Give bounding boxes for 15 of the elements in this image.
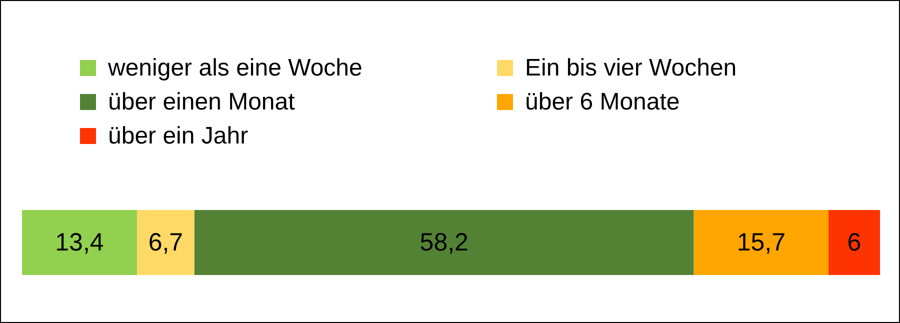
legend-label: Ein bis vier Wochen [525, 54, 737, 82]
legend-label: über 6 Monate [525, 88, 680, 116]
bar [22, 210, 137, 275]
bar [828, 210, 880, 275]
data-label: 58,2 [420, 228, 468, 256]
legend-label: weniger als eine Woche [107, 54, 362, 82]
legend-label: über ein Jahr [108, 122, 248, 150]
bar [136, 210, 194, 275]
legend-label: über einen Monat [108, 88, 296, 116]
data-label: 6 [847, 228, 862, 256]
data-label: 13,4 [55, 228, 104, 256]
data-label: 15,7 [736, 228, 786, 256]
bar [194, 210, 694, 275]
data-label: 6,7 [148, 228, 184, 256]
bar [694, 210, 829, 275]
